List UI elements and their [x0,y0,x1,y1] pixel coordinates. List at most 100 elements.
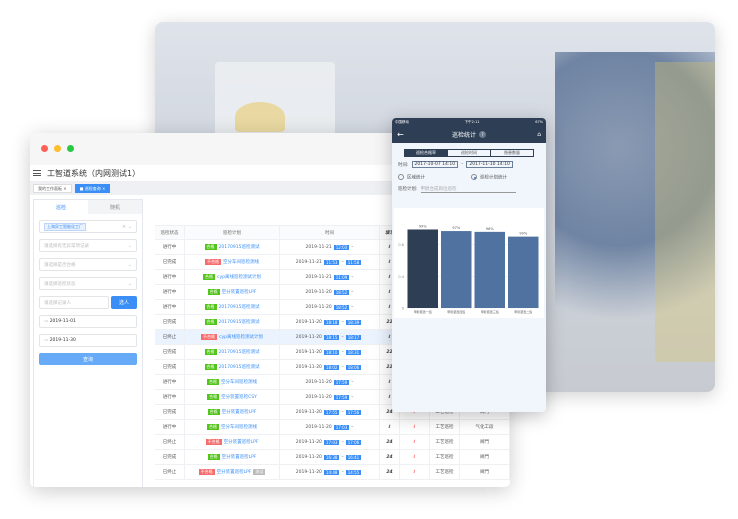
start-time: 18:10 [323,349,340,355]
menu-icon[interactable] [33,170,41,176]
fill-cell: 24 [380,435,400,449]
maximize-button[interactable] [67,145,74,152]
table-row[interactable]: 已终止 不合格 空分装置巡检LPF 测试 2019-11-20 14:48–14:55… [155,465,510,480]
table-row[interactable]: 已完成 合格 20170915巡检测试 2019-11-20 18:18–18:39… [155,315,510,330]
end-date-field[interactable]: ▭ 2019-11-30 [39,334,137,347]
date-to[interactable]: 2017-11-10 14:10 [466,161,513,168]
plan-link[interactable]: 20170915巡检测试 [218,305,260,310]
plan-link[interactable]: 空分车间巡检测线 [223,260,259,265]
edit-icon[interactable]: ℓ [400,435,430,449]
bar[interactable] [474,231,506,308]
table-row[interactable]: 进行中 合格 空分装置巡检LPF 2019-11-20 18:52– ℓ [155,285,510,300]
tab-inspection-query[interactable]: ■ 巡检查询 × [74,184,111,193]
plan-link[interactable]: 空分装置巡检LPF [221,455,257,460]
close-button[interactable] [41,145,48,152]
radio-plan[interactable]: 巡检计划统计 [471,174,507,181]
plan-link[interactable]: 空分装置巡检LPF [221,290,257,295]
table-row[interactable]: 已终止 不合格 空分装置巡检LPF 2019-11-20 17:03–17:06 2… [155,435,510,450]
chevron-down-icon: ⌄ [127,280,132,287]
y-tick-label: 0.8 [398,243,404,247]
table-row[interactable]: 进行中 合格 20170915巡检测试 2019-11-21 12:03– ℓ [155,240,510,255]
plan-link[interactable]: 空分装置巡检LPF [223,440,259,445]
bar[interactable] [508,236,539,308]
table-row[interactable]: 进行中 合格 空分车间巡检测线 2019-11-20 17:03– ℓ ℓ 工艺巡检… [155,420,510,435]
plan-link[interactable]: 20170915巡检测试 [218,245,260,250]
plan-link[interactable]: 20170915巡检测试 [218,350,260,355]
plan-link[interactable]: cyp离线巡检测试计划 [217,275,261,280]
plan-link[interactable]: 空分装置巡检LPF [216,470,252,475]
start-time: 18:18 [323,319,340,325]
tab-inspection[interactable]: 巡检 [34,200,88,214]
segment-pass-rate[interactable]: 巡检合格率 [405,150,448,156]
plan-link[interactable]: 空分车间巡检测线 [221,425,257,430]
edit-icon[interactable]: ℓ [400,465,430,479]
table-row[interactable]: 已完成 不合格 空分车间巡检测线 2019-11-21 11:53–11:58 ℓ [155,255,510,270]
segment-hazards[interactable]: 隐患数量 [504,150,520,155]
data-label: 96% [486,227,494,231]
result-badge: 合格 [207,454,220,460]
status-cell: 已终止 [155,435,185,449]
edit-icon[interactable]: ℓ [400,420,430,434]
start-date-field[interactable]: ▭ 2019-11-01 [39,315,137,328]
result-badge: 合格 [207,394,220,400]
home-icon[interactable]: ⌂ [537,131,541,138]
edit-icon[interactable]: ℓ [400,450,430,464]
result-badge: 不合格 [198,469,215,475]
plan-link[interactable]: 空分装置巡检LPF [221,410,257,415]
start-time: 11:53 [323,259,340,265]
plan-input[interactable]: 甲醇合成岗位巡检 [420,186,516,193]
query-button[interactable]: 查询 [39,353,137,365]
tab-random[interactable]: 随机 [88,200,142,214]
minimize-button[interactable] [54,145,61,152]
tab-dashboard[interactable]: 我的工作面板 × [33,184,72,193]
status-cell: 已完成 [155,360,185,374]
start-time: 17:03 [333,424,350,430]
result-badge: 合格 [207,424,219,430]
plan-link[interactable]: 20170915巡检测试 [218,365,260,370]
table-row[interactable]: 进行中 合格 空分车间巡检测线 2019-11-20 17:59– ℓ [155,375,510,390]
status-select[interactable]: 请选择巡检状态 ⌄ [39,277,137,290]
recorder-input[interactable]: 请选择记录人 [39,296,109,309]
result-badge: 合格 [203,274,215,280]
page-title: 巡检统计 [451,132,476,139]
end-time: 18:31 [345,349,362,355]
y-tick-label: 0 [402,307,404,311]
fill-cell: ℓ [380,420,400,434]
status-cell: 进行中 [155,270,185,284]
plan-link[interactable]: cyp离线巡检测试计划 [219,335,263,340]
chevron-down-icon: ⌄ [127,242,132,249]
result-badge: 不合格 [201,334,217,340]
start-time: 12:03 [333,244,350,250]
table-row[interactable]: 已完成 合格 空分装置巡检LPF 2019-11-20 16:38–16:41 24… [155,450,510,465]
plan-link[interactable]: 空分车间巡检测线 [221,380,257,385]
abnormal-select[interactable]: 请选择有无异常项记录 ⌄ [39,239,137,252]
radio-area[interactable]: 区域统计 [398,174,468,181]
calendar-icon: ▭ [44,319,50,324]
result-badge: 合格 [207,289,220,295]
fill-cell: 24 [380,465,400,479]
x-tick-label: 甲醇装置三班 [481,309,499,314]
data-label: 97% [452,226,460,230]
bar[interactable] [407,229,439,308]
help-icon[interactable]: ? [479,131,486,138]
table-row[interactable]: 已完成 合格 空分装置巡检LPF 2019-11-20 17:55–17:56 24… [155,405,510,420]
edit-icon[interactable]: ℓ [400,405,430,419]
qualified-select[interactable]: 请选择是否合格 ⌄ [39,258,137,271]
chevron-down-icon: ⌄ [127,261,132,268]
start-time: 16:38 [323,454,340,460]
plant-select[interactable]: 上海异工智能化工厂 × ⌄ [39,220,137,233]
segment-time[interactable]: 巡检时间 [448,150,491,156]
plan-link[interactable]: 20170915巡检测试 [218,320,260,325]
plan-link[interactable]: 空分装置巡检CSY [221,395,257,400]
result-badge: 不合格 [205,259,221,265]
phone-screen: 中国移动 下午2:11 67% ← 巡检统计? ⌂ 巡检合格率 巡检时间 隐患数量 时间… [392,118,546,412]
pass-rate-chart: 0 0.4 0.8 99% 甲醇装置一班 97% 甲醇装置四班 96% 甲醇装置三班 90% 甲醇装… [394,208,544,318]
end-time: 18:06 [345,364,362,370]
select-person-button[interactable]: 选人 [111,296,137,309]
status-cell: 已完成 [155,255,185,269]
result-badge: 不合格 [205,439,222,445]
bar[interactable] [441,231,472,308]
date-from[interactable]: 2017-10-07 14:10 [411,161,459,168]
start-time: 17:59 [333,379,350,385]
back-arrow-icon[interactable]: ← [397,130,404,139]
